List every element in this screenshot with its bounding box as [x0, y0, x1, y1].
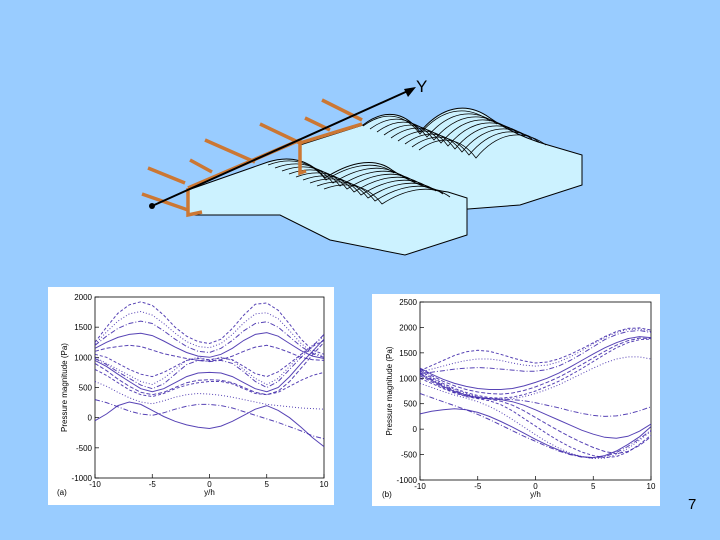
surface-contour-line [404, 128, 533, 153]
x-tick-label: -10 [89, 480, 101, 489]
x-tick-label: 5 [265, 480, 270, 489]
y-axis-label: Pressure magnitude (Pa) [60, 343, 69, 432]
series-line [419, 377, 652, 459]
series-line [94, 335, 325, 386]
y-axis-origin [149, 203, 155, 209]
x-tick-label: 10 [320, 480, 329, 489]
surface-contour-line [390, 122, 519, 147]
y-tick-label: 2000 [399, 323, 417, 332]
series-line [94, 338, 325, 393]
x-axis-label: y/h [530, 490, 541, 499]
series-line [94, 332, 325, 359]
chart-a-panel [48, 287, 334, 505]
series-line [94, 320, 325, 358]
y-axis-label: Pressure magnitude (Pa) [385, 346, 394, 435]
y-tick-label: -500 [401, 451, 418, 460]
x-axis-label: y/h [204, 488, 215, 497]
series-line [419, 328, 652, 373]
y-tick-label: -1000 [397, 476, 418, 485]
surface-contour-line [295, 172, 423, 193]
y-tick-label: -500 [76, 444, 93, 453]
x-tick-label: -5 [149, 480, 157, 489]
series-line [94, 399, 325, 440]
series-line [94, 401, 325, 447]
panel-label: (b) [382, 490, 392, 499]
surface-contour-line [362, 110, 491, 135]
y-axis-arrowhead [404, 87, 416, 97]
surface-contour-line [369, 113, 498, 138]
x-tick-label: 10 [647, 482, 656, 491]
chart-b: -1000 -500 0 500 1000 1500 2000 2500 -10 -5 0 5 10 y/… [382, 298, 656, 499]
surface-contour-line [309, 178, 437, 199]
y-tick-label: 0 [413, 425, 418, 434]
y-tick-label: 1000 [74, 353, 92, 362]
series-line [94, 341, 325, 396]
series-line [419, 338, 652, 399]
series-line [419, 372, 652, 417]
series-line [94, 339, 325, 378]
surface-contour-lines [267, 110, 547, 205]
x-tick-label: 0 [207, 480, 212, 489]
series-line [419, 327, 652, 372]
x-tick-label: -10 [414, 482, 426, 491]
series-line [419, 382, 652, 460]
slide-number: 7 [688, 496, 697, 513]
series-line [419, 373, 652, 439]
y-tick-label: 500 [404, 400, 418, 409]
surface-contour-line [418, 134, 547, 159]
surface-contour-line [267, 160, 395, 181]
x-tick-label: -5 [474, 482, 482, 491]
series-line [419, 393, 652, 459]
y-tick-label: -1000 [72, 474, 93, 483]
series-line [94, 344, 325, 362]
series-line [419, 408, 652, 459]
y-tick-label: 500 [79, 384, 93, 393]
y-axis-arrow [151, 89, 411, 207]
y-axis-label: Y [416, 77, 427, 96]
panel-label: (a) [57, 488, 67, 497]
series-line [419, 336, 652, 390]
surface-contour-line [316, 181, 444, 202]
x-tick-label: 0 [533, 482, 538, 491]
surface-contour-line [383, 119, 512, 144]
surface-schematic: Y [141, 77, 583, 256]
y-tick-label: 2500 [399, 298, 417, 307]
surface-contour-line [323, 184, 451, 205]
series-line [419, 337, 652, 395]
surface-contour-line [302, 175, 430, 196]
surface-contour-line [376, 116, 505, 141]
surface-contour-line [411, 131, 540, 156]
y-tick-label: 1000 [399, 374, 417, 383]
surface-contour-line [281, 166, 409, 187]
chart-a: -1000 -500 0 500 1000 1500 2000 -10 -5 0 5 10 y/h Pre… [57, 293, 329, 497]
y-tick-label: 2000 [74, 293, 92, 302]
x-tick-label: 5 [591, 482, 596, 491]
series-line [94, 381, 325, 410]
y-tick-label: 0 [88, 414, 93, 423]
surface-contour-line [288, 169, 416, 190]
y-tick-label: 1500 [399, 349, 417, 358]
series-line [94, 334, 325, 390]
y-tick-label: 1500 [74, 323, 92, 332]
surface-contour-line [397, 125, 526, 150]
surface-contour-line [274, 163, 402, 184]
series-line [94, 301, 325, 355]
series-line [419, 329, 652, 374]
